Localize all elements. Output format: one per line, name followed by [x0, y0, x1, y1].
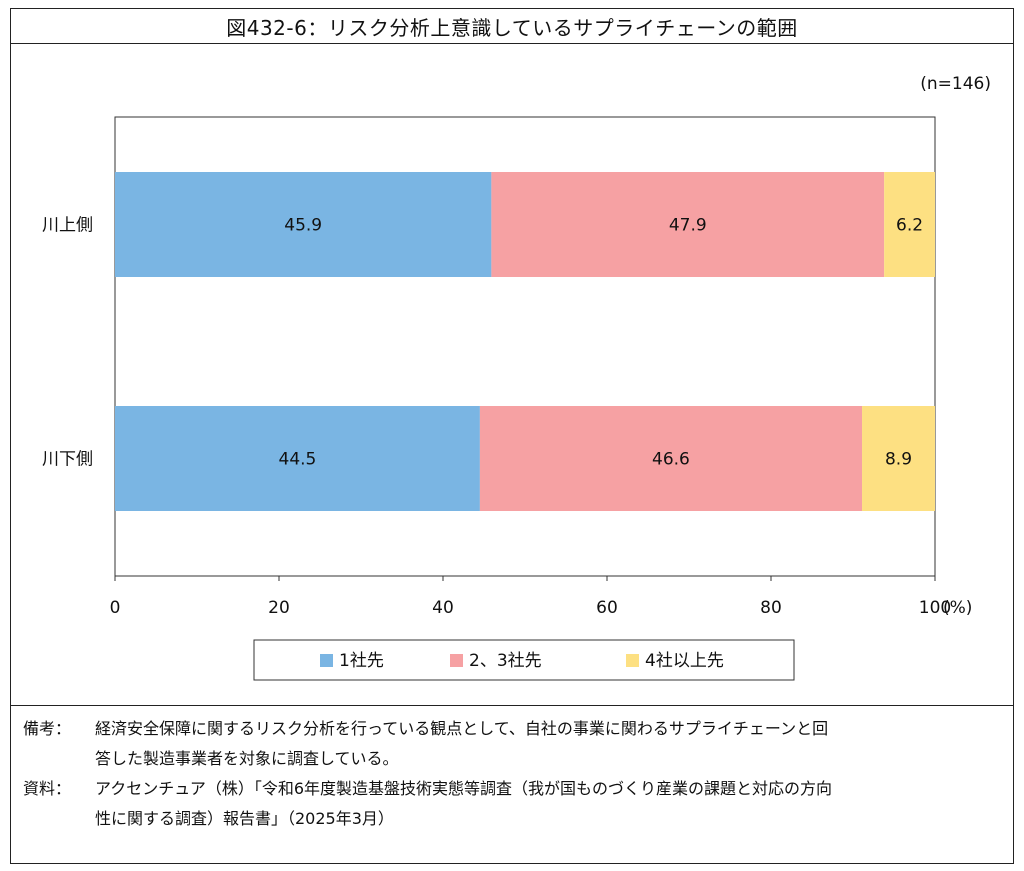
note-remarks-line-2: 答した製造事業者を対象に調査している。 [95, 749, 399, 768]
data-label-1-1: 45.9 [284, 216, 322, 236]
legend-label-3: 4社以上先 [645, 651, 724, 671]
bar-1-1 [115, 172, 492, 277]
legend-box [253, 639, 795, 681]
figure-title: 図432-6：リスク分析上意識しているサプライチェーンの範囲 [11, 9, 1013, 44]
data-label-2-1: 44.5 [279, 450, 317, 470]
x-tick-label-3: 60 [596, 598, 618, 618]
stacked-bar-chart: (n=146) 45.9 47.9 6.2 川上側 44.5 46.6 8.9 川下側 0 20 40… [42, 74, 991, 681]
bar-1-3 [884, 172, 935, 277]
x-tick-label-2: 40 [432, 598, 454, 618]
x-tick-label-5: 100 [919, 598, 951, 618]
bar-1-2 [491, 172, 885, 277]
bar-2-1 [115, 406, 480, 511]
note-source-line-2: 性に関する調査）報告書」（2025年3月） [95, 809, 394, 828]
category-label-1: 川上側 [42, 216, 93, 236]
category-label-2: 川下側 [42, 450, 93, 470]
legend-label-1: 1社先 [339, 651, 384, 671]
note-remarks-label: 備考： [23, 719, 72, 738]
note-remarks: 備考： 経済安全保障に関するリスク分析を行っている観点として、自社の事業に関わる… [23, 714, 1001, 774]
note-source-label: 資料： [23, 779, 72, 798]
legend-swatch-2 [450, 654, 463, 667]
figure-frame: 図432-6：リスク分析上意識しているサプライチェーンの範囲 (n=146) 45… [10, 8, 1014, 864]
chart-area: (n=146) 45.9 47.9 6.2 川上側 44.5 46.6 8.9 川下側 0 20 40… [11, 45, 1012, 705]
note-remarks-line-1: 経済安全保障に関するリスク分析を行っている観点として、自社の事業に関わるサプライ… [95, 719, 829, 738]
bar-2-2 [479, 406, 863, 511]
sample-size-label: (n=146) [920, 74, 991, 94]
legend-swatch-3 [626, 654, 639, 667]
data-label-1-2: 47.9 [669, 216, 707, 236]
notes-section: 備考： 経済安全保障に関するリスク分析を行っている観点として、自社の事業に関わる… [11, 705, 1013, 863]
x-axis-unit: (%) [943, 598, 972, 618]
note-source: 資料： アクセンチュア（株）「令和6年度製造基盤技術実態等調査（我が国ものづくり… [23, 774, 1001, 834]
legend-swatch-1 [320, 654, 333, 667]
note-source-line-1: アクセンチュア（株）「令和6年度製造基盤技術実態等調査（我が国ものづくり産業の課… [95, 779, 833, 798]
x-tick-label-0: 0 [110, 598, 121, 618]
data-label-2-2: 46.6 [652, 450, 690, 470]
x-tick-label-4: 80 [760, 598, 782, 618]
data-label-1-3: 6.2 [896, 216, 923, 236]
bar-2-3 [862, 406, 935, 511]
plot-frame [114, 116, 936, 577]
legend-label-2: 2、3社先 [469, 651, 542, 671]
data-label-2-3: 8.9 [885, 450, 912, 470]
x-tick-label-1: 20 [268, 598, 290, 618]
